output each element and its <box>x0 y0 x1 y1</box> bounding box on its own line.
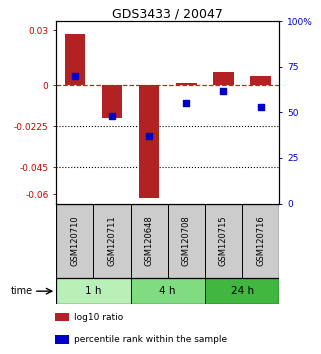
Bar <box>56 278 131 304</box>
Bar <box>205 278 279 304</box>
Point <box>184 101 189 106</box>
Bar <box>250 76 271 85</box>
Bar <box>131 204 168 278</box>
Text: 24 h: 24 h <box>230 286 254 296</box>
Text: time: time <box>11 286 33 296</box>
Bar <box>55 313 69 321</box>
Point <box>147 133 152 139</box>
Text: GSM120711: GSM120711 <box>108 215 117 266</box>
Bar <box>131 278 205 304</box>
Bar <box>176 83 196 85</box>
Text: GSM120716: GSM120716 <box>256 215 265 266</box>
Point <box>72 73 77 79</box>
Text: GSM120708: GSM120708 <box>182 215 191 266</box>
Bar <box>93 204 131 278</box>
Bar <box>168 204 205 278</box>
Bar <box>205 204 242 278</box>
Point <box>221 88 226 93</box>
Text: GSM120710: GSM120710 <box>70 215 79 266</box>
Text: 4 h: 4 h <box>160 286 176 296</box>
Bar <box>55 335 69 343</box>
Text: 1 h: 1 h <box>85 286 102 296</box>
Bar <box>242 204 279 278</box>
Text: GSM120648: GSM120648 <box>145 215 154 266</box>
Text: percentile rank within the sample: percentile rank within the sample <box>74 335 227 344</box>
Bar <box>56 204 93 278</box>
Bar <box>213 72 234 85</box>
Point <box>109 113 115 119</box>
Text: log10 ratio: log10 ratio <box>74 313 123 322</box>
Title: GDS3433 / 20047: GDS3433 / 20047 <box>112 7 223 20</box>
Point <box>258 104 263 110</box>
Text: GSM120715: GSM120715 <box>219 215 228 266</box>
Bar <box>65 34 85 85</box>
Bar <box>102 85 122 118</box>
Bar <box>139 85 159 198</box>
